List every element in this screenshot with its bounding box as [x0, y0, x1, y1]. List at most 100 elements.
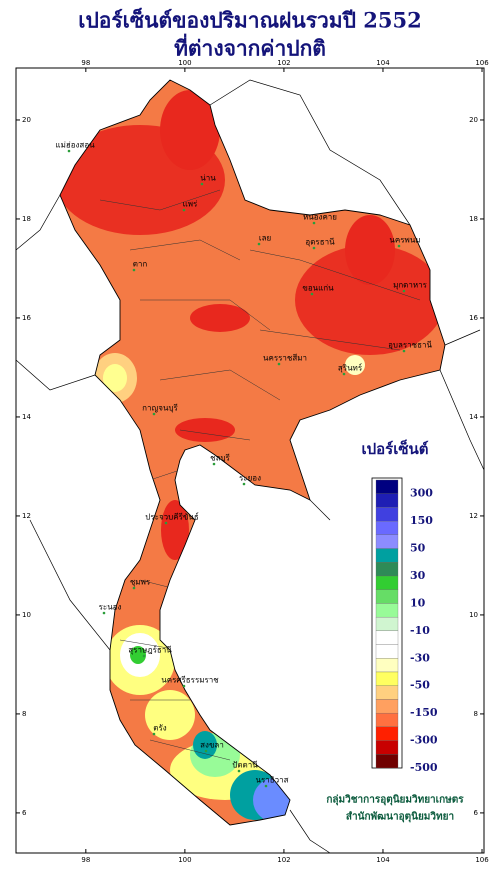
province-label: ขอนแก่น — [302, 284, 334, 293]
station-dot — [132, 586, 136, 590]
station-dot — [142, 654, 146, 658]
lat-tick-label: 20 — [22, 116, 31, 124]
province-label: ตรัง — [153, 724, 166, 733]
province-label: ประจวบคีรีขันธ์ — [145, 512, 199, 522]
lat-tick-label: 12 — [22, 512, 31, 520]
lat-tick-label: 12 — [469, 512, 478, 520]
province-label: สุรินทร์ — [338, 363, 363, 373]
province-label: มุกดาหาร — [393, 281, 428, 290]
legend-label: -300 — [410, 734, 438, 747]
lon-tick-label: 106 — [475, 59, 489, 67]
lat-tick-label: 10 — [22, 611, 31, 619]
lon-tick-label: 102 — [277, 856, 290, 864]
legend-label: 50 — [410, 542, 426, 555]
lat-tick-label: 10 — [469, 611, 478, 619]
province-label: ชุมพร — [130, 578, 151, 587]
station-dot — [277, 362, 281, 366]
station-dot — [204, 749, 208, 753]
legend-label: -10 — [410, 624, 430, 637]
province-borders — [99, 189, 421, 761]
station-dot — [152, 732, 156, 736]
station-dot — [312, 221, 316, 225]
province-label: นครศรีธรรมราช — [161, 676, 219, 685]
lat-tick-label: 18 — [469, 215, 478, 223]
lon-tick-label: 100 — [178, 856, 191, 864]
legend-swatch — [375, 562, 399, 577]
province-label: น่าน — [200, 174, 216, 183]
province-label: ปัตตานี — [232, 761, 258, 770]
legend-swatch — [375, 712, 399, 728]
province-label: นครพนม — [389, 236, 420, 245]
legend-swatch — [375, 575, 399, 590]
legend-title: เปอร์เซ็นต์ — [361, 439, 428, 458]
station-dot — [67, 149, 71, 153]
province-label: นราธิวาส — [255, 776, 288, 785]
province-label: เลย — [259, 234, 271, 243]
legend-swatch — [375, 754, 399, 769]
lat-tick-label: 8 — [474, 710, 478, 718]
title: เปอร์เซ็นต์ของปริมาณฝนรวมปี 2552 — [78, 7, 421, 33]
legend-label: -30 — [410, 651, 430, 664]
province-label: อุดรธานี — [305, 238, 335, 247]
country-border — [59, 79, 446, 826]
station-dot — [164, 521, 168, 525]
lat-tick-label: 16 — [469, 314, 478, 322]
lon-tick-label: 104 — [376, 856, 390, 864]
legend-label: -150 — [410, 706, 438, 719]
lat-tick-label: 20 — [469, 116, 478, 124]
lat-tick-label: 18 — [22, 215, 31, 223]
lat-tick-label: 14 — [22, 413, 31, 421]
legend-swatch — [375, 726, 399, 741]
lat-tick-label: 6 — [474, 809, 479, 817]
lon-tick-label: 102 — [277, 59, 290, 67]
province-label: ชลบุรี — [210, 454, 230, 463]
station-dot — [200, 182, 204, 186]
station-dot — [182, 208, 186, 212]
legend-swatch — [375, 630, 399, 645]
neighbor-borders — [15, 79, 485, 854]
station-dot — [152, 412, 156, 416]
station-dot — [132, 268, 136, 272]
legend-swatch — [375, 685, 399, 700]
legend-label: -50 — [410, 679, 430, 692]
legend-label: 10 — [410, 596, 426, 609]
lat-tick-label: 14 — [469, 413, 478, 421]
legend-swatch — [375, 616, 399, 632]
legend-swatch — [375, 603, 399, 618]
station-dot — [212, 462, 216, 466]
legend-swatch — [375, 507, 399, 522]
province-label: กาญจนบุรี — [142, 404, 178, 413]
province-label: ตาก — [133, 260, 148, 269]
station-dot — [402, 289, 406, 293]
lon-tick-label: 104 — [376, 59, 390, 67]
station-dot — [237, 769, 241, 773]
lon-tick-label: 106 — [475, 856, 489, 864]
province-label: นครราชสีมา — [263, 354, 307, 363]
station-dot — [102, 611, 106, 615]
legend-swatch — [375, 699, 399, 714]
credit-line: กลุ่มวิชาการอุตุนิยมวิทยาเกษตร — [326, 794, 464, 806]
lat-tick-label: 6 — [22, 809, 27, 817]
legend-swatch — [375, 671, 399, 686]
lon-tick-label: 98 — [81, 59, 90, 67]
station-dot — [242, 482, 246, 486]
legend-label: 30 — [410, 569, 426, 582]
province-label: แพร่ — [183, 200, 198, 209]
province-label: สงขลา — [200, 741, 224, 750]
subtitle: ที่ต่างจากค่าปกติ — [174, 33, 326, 61]
legend-swatch — [375, 534, 399, 549]
legend-swatch — [375, 589, 399, 604]
legend-swatch — [375, 740, 399, 755]
credit-line: สำนักพัฒนาอุตุนิยมวิทยา — [346, 811, 454, 823]
legend-swatch — [375, 658, 399, 673]
station-dot — [402, 349, 406, 353]
station-dot — [182, 684, 186, 688]
province-label: สุราษฎร์ธานี — [128, 645, 172, 655]
station-dot — [264, 784, 268, 788]
lon-tick-label: 98 — [81, 856, 90, 864]
province-label: แม่ฮ่องสอน — [55, 141, 95, 150]
legend-label: 150 — [410, 514, 433, 527]
lon-tick-label: 100 — [178, 59, 191, 67]
